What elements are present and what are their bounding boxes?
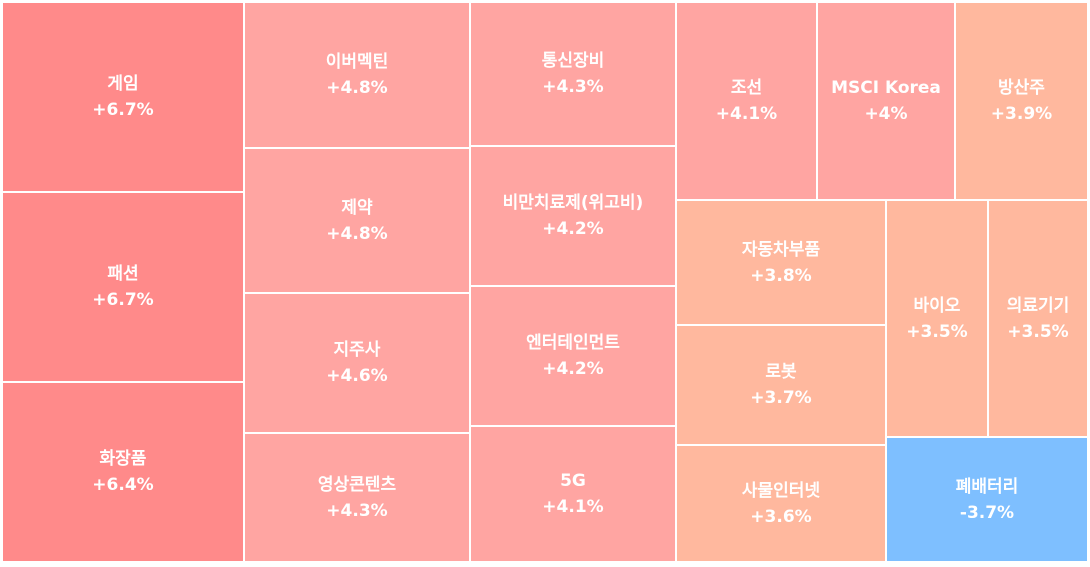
- tile-name: 엔터테인먼트: [526, 333, 620, 353]
- tile-value: +4.3%: [542, 77, 604, 97]
- tile-value: +4.2%: [542, 359, 604, 379]
- tile-name: 5G: [560, 471, 586, 491]
- tile-value: +4.8%: [326, 78, 388, 98]
- tile-value: +3.5%: [906, 321, 968, 342]
- tile-value: -3.7%: [959, 502, 1015, 523]
- tile-value: +4.2%: [542, 219, 604, 239]
- tile-entertainment[interactable]: 엔터테인먼트 +4.2%: [470, 286, 676, 426]
- tile-name: 게임: [107, 74, 139, 94]
- tile-name: 폐배터리: [955, 476, 1019, 497]
- tile-iot[interactable]: 사물인터넷 +3.6%: [676, 445, 886, 562]
- tile-name: 지주사: [333, 340, 381, 360]
- tile-value: +3.7%: [750, 388, 812, 408]
- tile-value: +4.1%: [715, 104, 778, 124]
- tile-battery-recycling[interactable]: 폐배터리 -3.7%: [886, 437, 1088, 562]
- tile-name: 의료기기: [1006, 295, 1070, 316]
- tile-name: 사물인터넷: [741, 480, 821, 501]
- tile-name: 영상콘텐츠: [317, 474, 397, 495]
- tile-value: +4.1%: [542, 497, 604, 517]
- tile-robot[interactable]: 로봇 +3.7%: [676, 325, 886, 445]
- tile-value: +3.6%: [750, 506, 812, 527]
- tile-video-content[interactable]: 영상콘텐츠 +4.3%: [244, 433, 470, 562]
- tile-ivermectin[interactable]: 이버멕틴 +4.8%: [244, 2, 470, 148]
- tile-value: +6.7%: [92, 100, 154, 120]
- tile-name: 화장품: [99, 449, 147, 469]
- tile-shipbuilding[interactable]: 조선 +4.1%: [676, 2, 817, 200]
- tile-value: +4.8%: [326, 223, 388, 244]
- tile-value: +4%: [864, 104, 908, 124]
- tile-name: 조선: [730, 78, 763, 98]
- tile-holding-company[interactable]: 지주사 +4.6%: [244, 293, 470, 433]
- tile-value: +3.9%: [990, 104, 1053, 124]
- tile-value: +4.3%: [326, 500, 388, 521]
- tile-name: 비만치료제(위고비): [502, 193, 644, 213]
- tile-pharma[interactable]: 제약 +4.8%: [244, 148, 470, 293]
- tile-name: 통신장비: [541, 51, 605, 71]
- tile-bio[interactable]: 바이오 +3.5%: [886, 200, 988, 437]
- tile-value: +4.6%: [326, 366, 388, 386]
- tile-5g[interactable]: 5G +4.1%: [470, 426, 676, 562]
- tile-name: MSCI Korea: [831, 78, 941, 98]
- tile-name: 패션: [107, 264, 139, 284]
- tile-game[interactable]: 게임 +6.7%: [2, 2, 244, 192]
- tile-name: 방산주: [998, 78, 1045, 98]
- tile-cosmetics[interactable]: 화장품 +6.4%: [2, 382, 244, 562]
- tile-name: 이버멕틴: [325, 52, 389, 72]
- tile-telecom-equipment[interactable]: 통신장비 +4.3%: [470, 2, 676, 146]
- tile-value: +3.8%: [750, 265, 812, 286]
- tile-medical-devices[interactable]: 의료기기 +3.5%: [988, 200, 1088, 437]
- tile-defense[interactable]: 방산주 +3.9%: [955, 2, 1088, 200]
- tile-name: 제약: [341, 197, 373, 218]
- tile-value: +3.5%: [1007, 321, 1069, 342]
- tile-name: 바이오: [913, 295, 961, 316]
- tile-msci-korea[interactable]: MSCI Korea +4%: [817, 2, 955, 200]
- tile-fashion[interactable]: 패션 +6.7%: [2, 192, 244, 382]
- tile-value: +6.4%: [92, 475, 154, 495]
- tile-name: 자동차부품: [741, 239, 821, 260]
- tile-name: 로봇: [765, 362, 797, 382]
- tile-obesity-drug[interactable]: 비만치료제(위고비) +4.2%: [470, 146, 676, 286]
- tile-auto-parts[interactable]: 자동차부품 +3.8%: [676, 200, 886, 325]
- tile-value: +6.7%: [92, 290, 154, 310]
